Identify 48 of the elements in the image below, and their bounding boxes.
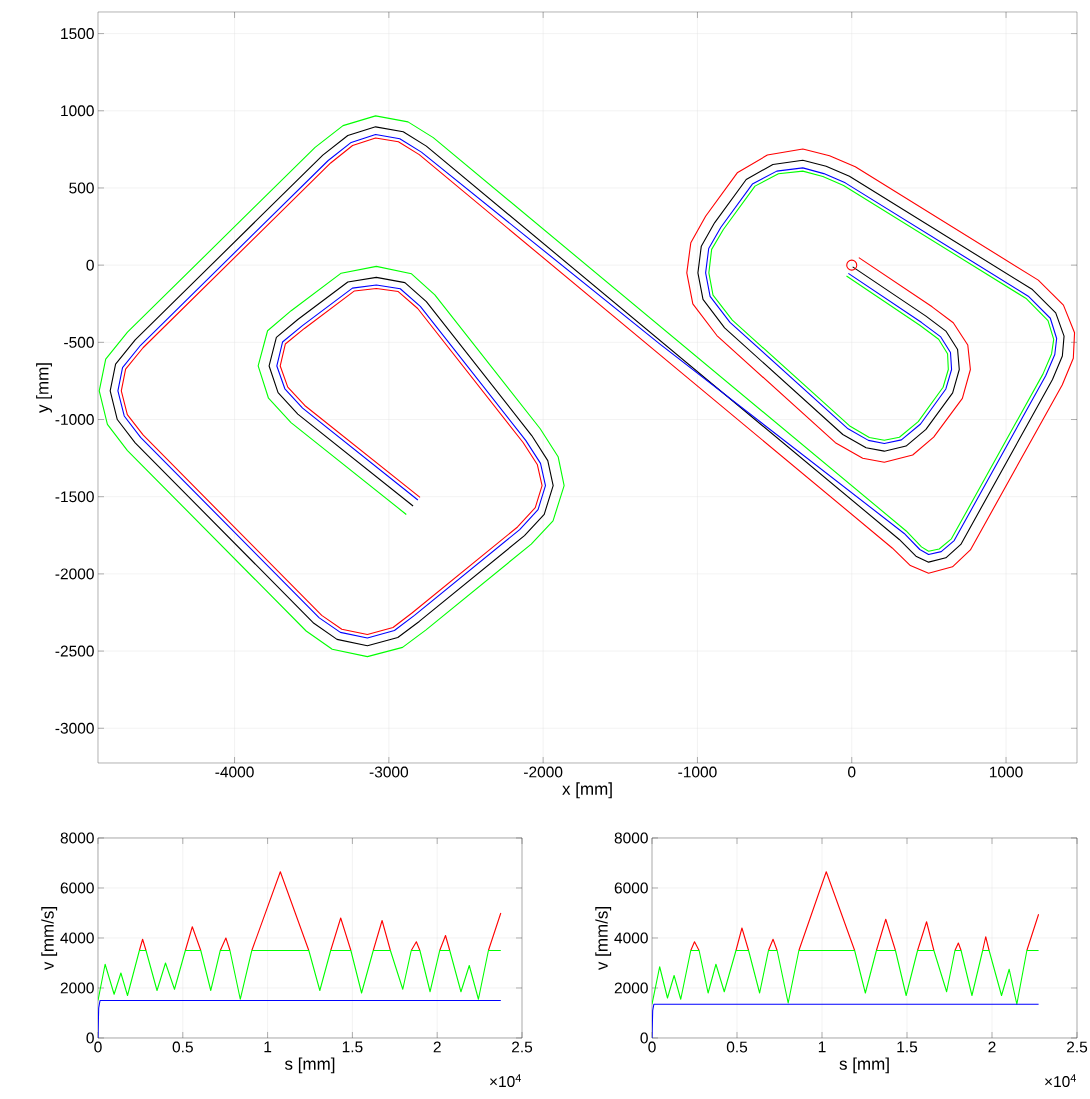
y-tick-label: 4000 — [60, 932, 94, 944]
x-tick-label: 2 — [433, 1041, 441, 1053]
x-tick-label: 0 — [648, 1041, 656, 1053]
x-axis-title: s [mm] — [839, 1057, 889, 1074]
x-tick-label: 0 — [848, 766, 856, 778]
x-tick-label: 1 — [264, 1041, 272, 1053]
x-tick-label: 0.5 — [726, 1041, 748, 1053]
x-tick-label: -4000 — [215, 766, 254, 778]
x-tick-label: 1 — [818, 1041, 826, 1053]
y-tick-label: -2500 — [55, 645, 94, 657]
y-axis-title: v [mm/s] — [41, 907, 58, 971]
x-tick-label: 2.5 — [1067, 1041, 1088, 1053]
line-series — [98, 949, 502, 1002]
y-tick-label: 0 — [86, 259, 94, 271]
y-tick-label: 6000 — [614, 882, 648, 894]
y-tick-label: 1000 — [61, 105, 94, 117]
x-tick-label: 2.5 — [512, 1041, 533, 1053]
y-axis-title: y [mm] — [36, 363, 52, 413]
x-tick-label: -1000 — [678, 766, 717, 778]
y-axis-title: v [mm/s] — [595, 907, 612, 971]
y-tick-label: 2000 — [60, 982, 94, 994]
x-axis-title: x [mm] — [562, 782, 612, 799]
x-tick-label: -2000 — [524, 766, 563, 778]
y-tick-label: -500 — [64, 336, 94, 348]
x-tick-label: 1000 — [989, 766, 1023, 778]
y-tick-label: -3000 — [55, 722, 94, 734]
text: ×10$^{4}$ — [490, 1074, 521, 1088]
y-tick-label: 2000 — [614, 982, 648, 994]
x-tick-label: 0 — [94, 1041, 102, 1053]
x-tick-label: 1.5 — [897, 1041, 918, 1053]
y-tick-label: 8000 — [614, 832, 648, 844]
y-tick-label: 4000 — [614, 932, 648, 944]
x-axis-title: s [mm] — [284, 1057, 335, 1074]
y-tick-label: 8000 — [60, 832, 94, 844]
y-tick-label: -1000 — [55, 414, 94, 426]
y-tick-label: 0 — [86, 1032, 94, 1044]
y-tick-label: -1500 — [55, 491, 94, 503]
text: ×10$^{4}$ — [1045, 1074, 1076, 1088]
x-tick-label: 0.5 — [172, 1041, 193, 1053]
line-series — [652, 949, 1040, 1005]
x-tick-label: -3000 — [369, 766, 409, 778]
x-tick-label: 2 — [988, 1041, 996, 1053]
y-tick-label: 6000 — [60, 882, 94, 894]
y-tick-label: 0 — [640, 1032, 648, 1044]
y-tick-label: 1500 — [61, 28, 94, 40]
y-tick-label: 500 — [69, 182, 94, 194]
x-tick-label: 1.5 — [342, 1041, 363, 1053]
y-tick-label: -2000 — [55, 568, 94, 580]
